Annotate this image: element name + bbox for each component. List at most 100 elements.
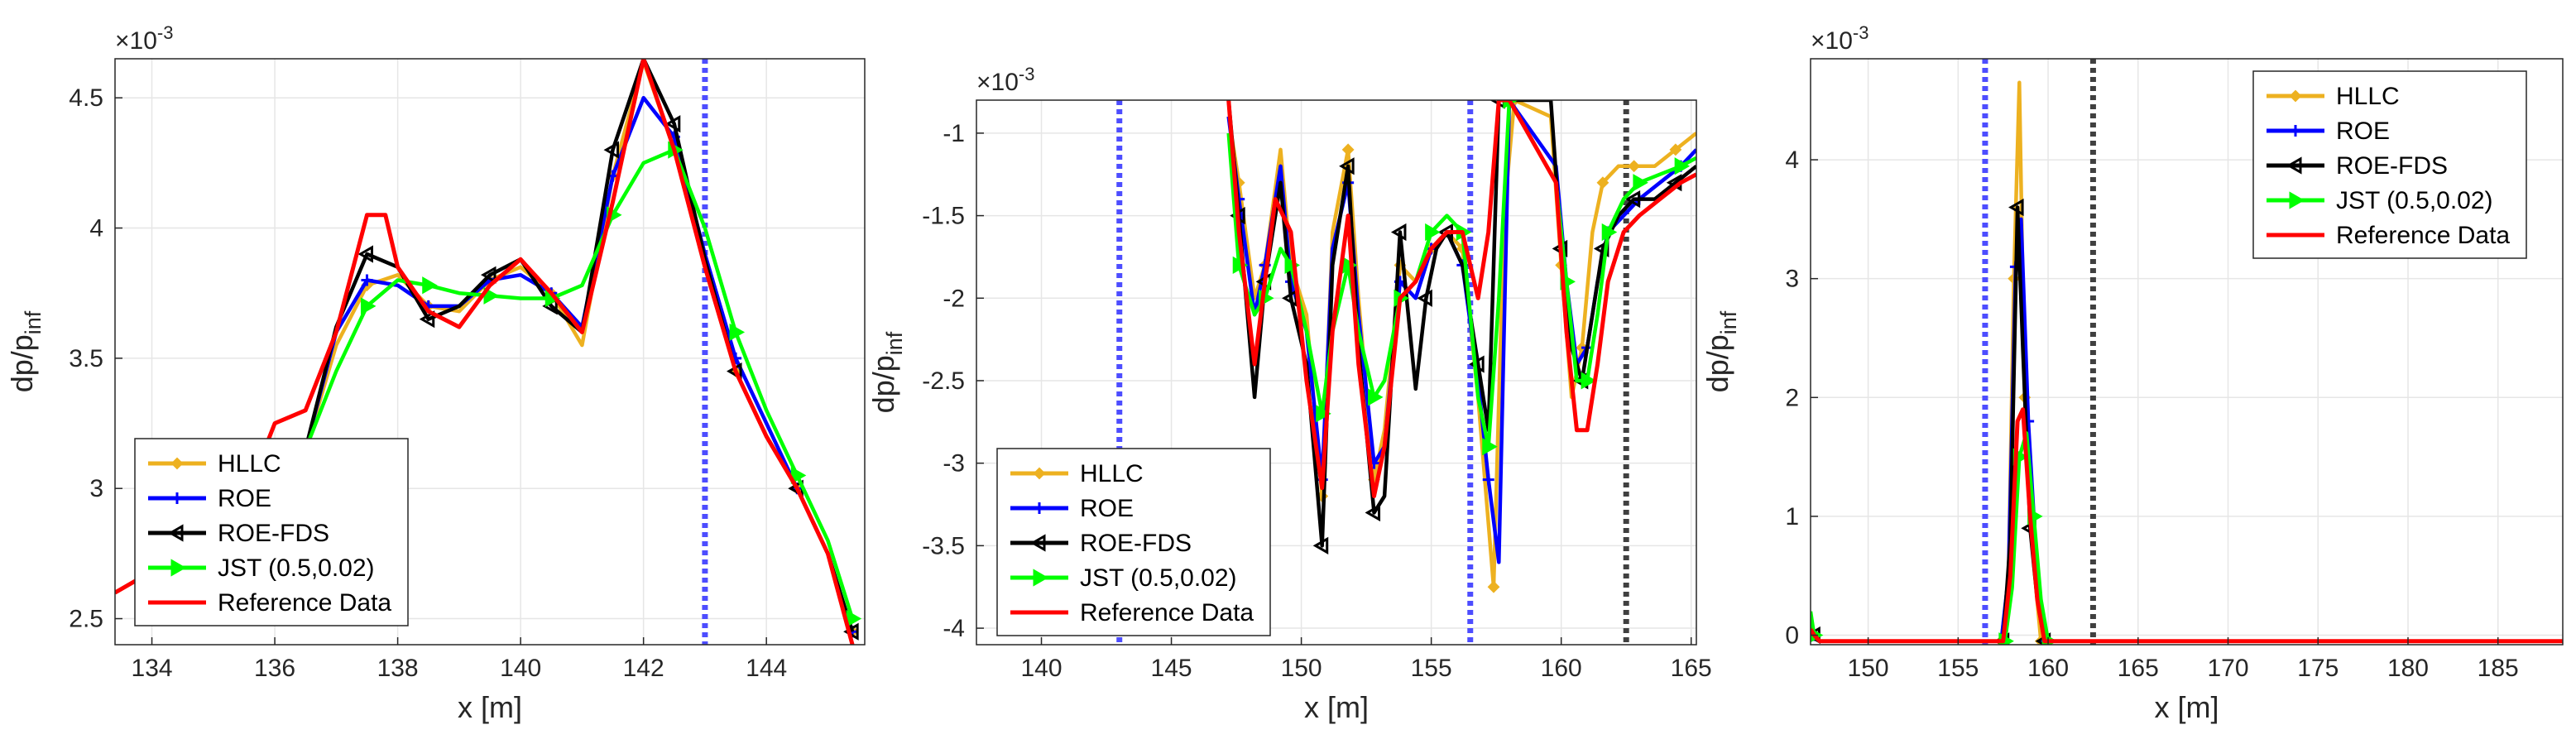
y-tick-label: 3.5 [69, 345, 103, 372]
legend-marker-hllc [2289, 89, 2302, 103]
y-tick-label: 4 [89, 215, 103, 242]
data-point-jst [1425, 223, 1441, 242]
data-point-jst [483, 286, 500, 305]
legend-marker-roe [1034, 502, 1045, 514]
x-tick-label: 140 [500, 655, 541, 682]
axis-exponent: ×10-3 [115, 22, 173, 55]
data-point-roe-fds [1417, 289, 1432, 307]
data-point-hllc [1628, 160, 1641, 173]
x-tick-label: 160 [1541, 655, 1582, 682]
y-tick-label: 4.5 [69, 84, 103, 112]
x-tick-label: 150 [1848, 655, 1889, 682]
x-tick-label: 140 [1020, 655, 1062, 682]
data-point-jst [360, 297, 377, 315]
x-tick-label: 165 [1671, 655, 1712, 682]
data-point-roe-fds [664, 115, 681, 133]
legend-label: Reference Data [2336, 222, 2510, 249]
x-tick-label: 142 [623, 655, 664, 682]
y-tick-label: 2 [1785, 384, 1799, 411]
data-point-jst [1674, 157, 1691, 175]
legend-label: ROE-FDS [2336, 152, 2448, 180]
legend: HLLC ROE ROE-FDS JST (0.5,0.02) Reference Da… [134, 438, 409, 626]
x-tick-label: 165 [2118, 655, 2159, 682]
legend-label: JST (0.5,0.02) [1080, 564, 1237, 592]
y-tick-label: 2.5 [69, 606, 103, 633]
series-group [1226, 100, 1696, 593]
data-point-jst [1633, 174, 1648, 192]
series-line-reference [1226, 100, 1696, 498]
legend-marker-roe-fds [1029, 534, 1046, 552]
axes-box [976, 99, 1697, 646]
x-tick-label: 144 [746, 655, 787, 682]
data-point-hllc [1596, 176, 1609, 190]
y-axis-label: dp/pinf [1701, 310, 1741, 392]
legend-marker-jst [2289, 191, 2305, 209]
chart-panel-1: 134 136 138 140 142 144 2.5 3 3.5 4 4.5 ×10-3 x [m] d… [5, 22, 866, 724]
x-tick-label: 138 [377, 655, 419, 682]
data-point-jst [1232, 256, 1249, 274]
x-tick-label: 145 [1151, 655, 1192, 682]
y-tick-label: -2 [943, 285, 965, 312]
series-line-roe-fds [1226, 100, 1696, 548]
data-point-roe-fds [357, 245, 373, 263]
y-axis-label: dp/pinf [866, 331, 907, 413]
y-tick-label: 4 [1785, 146, 1799, 174]
x-tick-label: 175 [2297, 655, 2339, 682]
data-point-jst [1316, 405, 1331, 423]
legend-marker-roe-fds [167, 524, 184, 542]
x-tick-label: 134 [132, 655, 173, 682]
data-point-roe-fds [603, 141, 620, 159]
data-point-roe-fds [1339, 157, 1355, 175]
x-tick-label: 155 [1411, 655, 1452, 682]
y-tick-label: -1 [943, 120, 965, 147]
data-point-roe [361, 274, 373, 286]
chart-panel-3: 150 155 160 165 170 175 180 185 0 1 2 3 4 ×10-3 x [m] d… [1701, 22, 2564, 724]
legend-label: HLLC [218, 450, 281, 478]
legend-label: ROE [2336, 118, 2390, 145]
x-tick-label: 150 [1281, 655, 1322, 682]
legend-label: JST (0.5,0.02) [2336, 187, 2493, 214]
legend-label: ROE [1080, 495, 1134, 522]
x-tick-label: 155 [1937, 655, 1979, 682]
data-point-roe-fds [480, 266, 496, 284]
y-tick-label: -3 [943, 450, 965, 478]
series-group [1811, 80, 2563, 645]
x-axis-label: x [m] [2155, 690, 2219, 724]
legend-marker-jst [1033, 569, 1049, 587]
y-tick-label: -3.5 [922, 532, 965, 559]
data-point-jst [1368, 388, 1384, 406]
data-point-jst [1284, 256, 1301, 274]
axis-exponent: ×10-3 [976, 64, 1034, 96]
data-point-jst [1581, 372, 1597, 390]
data-point-hllc [1487, 580, 1500, 593]
series-line-reference [115, 59, 855, 645]
series-line-reference [1811, 407, 2563, 644]
data-point-hllc [1341, 143, 1355, 156]
x-tick-label: 160 [2027, 655, 2069, 682]
axes-box [114, 58, 866, 646]
legend-label: HLLC [1080, 460, 1144, 487]
legend-label: ROE-FDS [218, 520, 329, 547]
legend-marker-roe-fds [2286, 156, 2302, 175]
x-tick-label: 136 [254, 655, 295, 682]
legend-label: HLLC [2336, 83, 2400, 110]
data-point-roe [1482, 473, 1494, 486]
x-tick-label: 185 [2478, 655, 2519, 682]
axes-box [1810, 58, 2564, 646]
data-point-jst [422, 276, 438, 295]
data-point-jst [1601, 223, 1618, 242]
data-point-roe-fds [1312, 536, 1329, 554]
data-point-hllc [1669, 143, 1682, 156]
y-tick-label: 1 [1785, 503, 1799, 530]
x-axis-label: x [m] [1304, 690, 1369, 724]
y-tick-label: 3 [1785, 266, 1799, 293]
legend-label: ROE-FDS [1080, 530, 1192, 557]
x-axis-label: x [m] [458, 690, 522, 724]
y-tick-label: -4 [943, 615, 965, 642]
data-point-roe-fds [1365, 503, 1381, 522]
y-tick-label: -2.5 [922, 367, 965, 395]
data-point-jst [729, 323, 746, 341]
legend: HLLC ROE ROE-FDS JST (0.5,0.02) Reference Da… [2252, 70, 2527, 259]
legend-marker-roe [171, 492, 183, 504]
